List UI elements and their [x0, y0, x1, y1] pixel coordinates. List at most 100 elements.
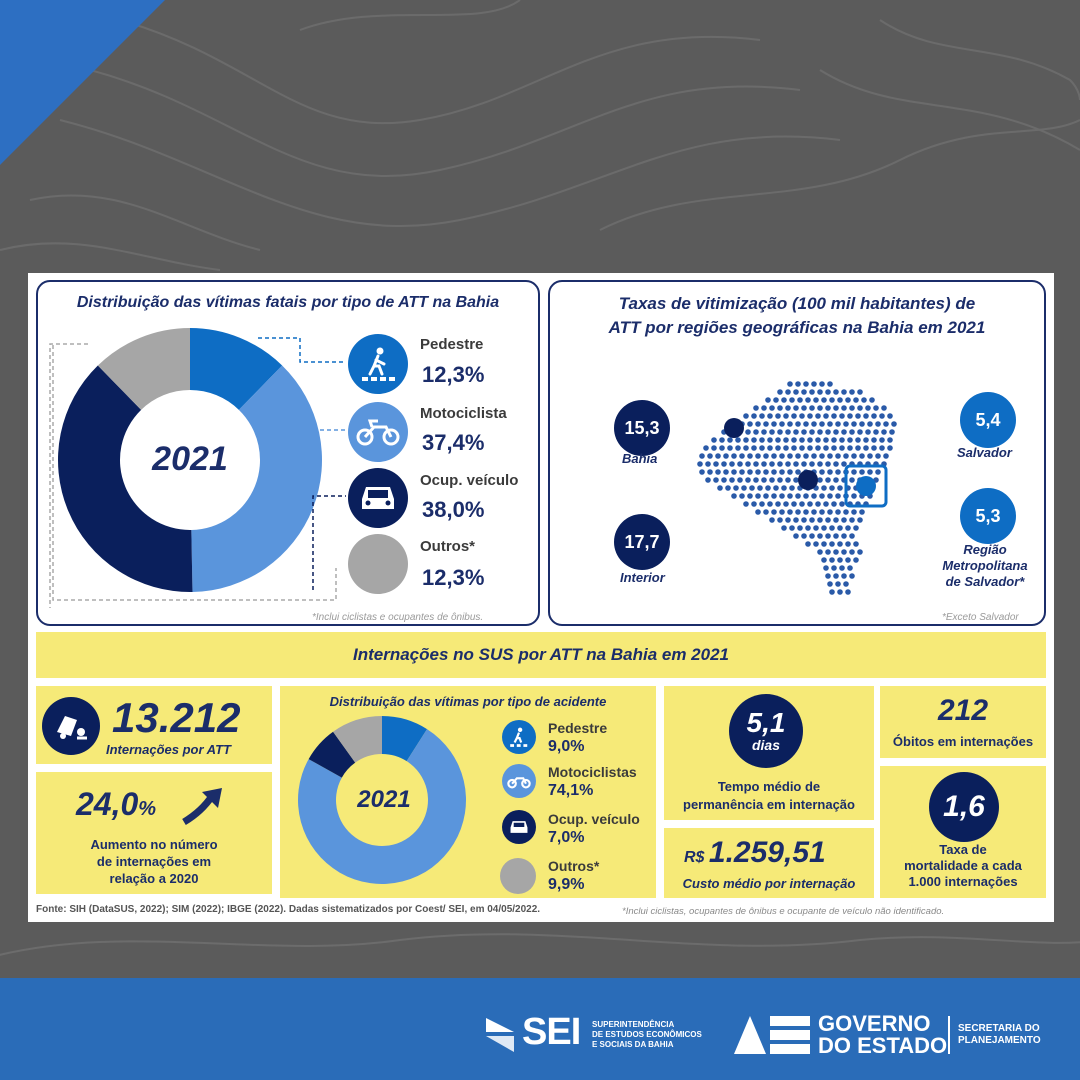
map-dot: [783, 437, 789, 443]
map-dot: [765, 485, 771, 491]
map-dot: [801, 517, 807, 523]
map-dot: [787, 381, 793, 387]
sei-logo-icon: [486, 1018, 514, 1052]
map-dot: [763, 421, 769, 427]
map-dot: [771, 469, 777, 475]
map-dot: [783, 501, 789, 507]
average-cost-card: [664, 828, 874, 898]
map-dot: [881, 429, 887, 435]
map-dot: [795, 469, 801, 475]
map-dot: [813, 525, 819, 531]
map-dot: [811, 421, 817, 427]
sei-line3: E SOCIAIS DA BAHIA: [592, 1040, 674, 1049]
map-dot: [863, 445, 869, 451]
map-dot: [875, 453, 881, 459]
sus-motorcycle-label: Motociclistas: [548, 764, 637, 780]
map-dot: [799, 413, 805, 419]
map-dot: [747, 453, 753, 459]
map-dot: [763, 453, 769, 459]
increase-card: [36, 772, 272, 894]
map-dot: [809, 461, 815, 467]
sources-text: Fonte: SIH (DataSUS, 2022); SIM (2022); …: [36, 904, 541, 915]
map-dot: [831, 437, 837, 443]
map-dot: [845, 397, 851, 403]
accident-icon: [42, 697, 100, 755]
map-dot: [707, 469, 713, 475]
map-dot: [715, 453, 721, 459]
map-dot: [871, 437, 877, 443]
total-hospitalizations-value: 13.212: [112, 694, 241, 741]
map-dot: [789, 525, 795, 531]
map-dot: [817, 517, 823, 523]
map-dot: [791, 445, 797, 451]
map-dot: [767, 437, 773, 443]
map-dot: [773, 397, 779, 403]
map-dot: [835, 581, 841, 587]
map-dot: [737, 477, 743, 483]
map-dot: [857, 429, 863, 435]
map-dot: [833, 533, 839, 539]
sus-distribution-title: Distribuição das vítimas por tipo de aci…: [329, 694, 607, 709]
map-dot: [833, 429, 839, 435]
sei-logo-text: SEI: [522, 1011, 581, 1053]
map-dot: [821, 397, 827, 403]
map-dot: [793, 533, 799, 539]
map-dot: [873, 405, 879, 411]
map-dot: [823, 565, 829, 571]
map-dot: [777, 517, 783, 523]
map-dot: [829, 525, 835, 531]
map-dot: [859, 469, 865, 475]
map-dot: [841, 573, 847, 579]
map-dot: [853, 557, 859, 563]
map-dot: [871, 445, 877, 451]
sus-pedestrian-label: Pedestre: [548, 720, 608, 736]
map-dot: [737, 461, 743, 467]
interior-rate-value: 17,7: [624, 531, 660, 552]
map-dot: [811, 509, 817, 515]
map-dot: [883, 421, 889, 427]
map-dot: [841, 533, 847, 539]
map-dot: [805, 525, 811, 531]
map-dot: [827, 469, 833, 475]
map-dot: [861, 397, 867, 403]
sei-line2: DE ESTUDOS ECONÔMICOS: [592, 1030, 702, 1039]
map-dot: [859, 509, 865, 515]
map-dot: [791, 437, 797, 443]
map-dot: [855, 413, 861, 419]
map-dot: [847, 413, 853, 419]
map-dot: [763, 509, 769, 515]
map-dot: [731, 469, 737, 475]
map-dot: [805, 397, 811, 403]
fatal-donut-slice-ocup-ve-culo: [58, 365, 193, 592]
map-dot: [741, 485, 747, 491]
map-dot: [845, 541, 851, 547]
map-dot: [791, 501, 797, 507]
map-dot: [833, 549, 839, 555]
fatal-donut-year: 2021: [152, 440, 228, 478]
sus-donut-slice-pedestre: [382, 716, 428, 762]
map-dot: [825, 461, 831, 467]
map-dot: [801, 533, 807, 539]
map-dot: [837, 485, 843, 491]
sei-line1: SUPERINTENDÊNCIA: [592, 1020, 675, 1029]
map-dot: [787, 469, 793, 475]
map-dot: [847, 437, 853, 443]
map-dot: [851, 493, 857, 499]
map-dot: [889, 429, 895, 435]
map-dot: [825, 573, 831, 579]
map-dot: [823, 437, 829, 443]
bahia-marker: [724, 418, 744, 438]
map-dot: [793, 429, 799, 435]
map-dot: [781, 525, 787, 531]
map-dot: [855, 437, 861, 443]
map-dot: [873, 429, 879, 435]
map-dot: [731, 493, 737, 499]
map-dot: [777, 461, 783, 467]
map-dot: [807, 437, 813, 443]
map-dot: [753, 477, 759, 483]
map-dot: [787, 421, 793, 427]
map-dot: [825, 533, 831, 539]
map-dot: [803, 493, 809, 499]
map-dot: [769, 405, 775, 411]
map-dot: [795, 509, 801, 515]
